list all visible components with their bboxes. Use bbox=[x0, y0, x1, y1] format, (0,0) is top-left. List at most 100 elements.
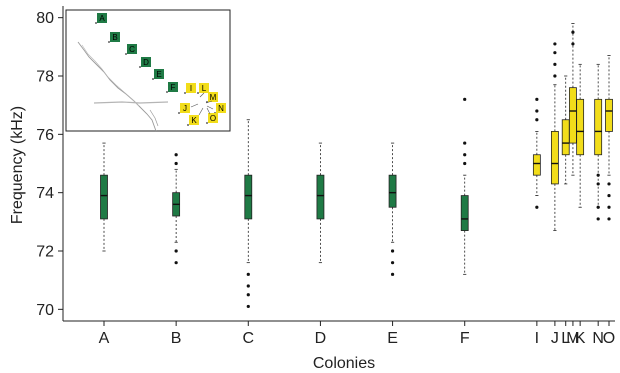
map-marker-label: C bbox=[129, 45, 135, 54]
map-marker-b: B bbox=[108, 32, 120, 43]
map-marker-box bbox=[208, 113, 218, 123]
x-tick-label: E bbox=[387, 330, 398, 347]
map-marker-box bbox=[186, 83, 196, 93]
outlier-point bbox=[463, 161, 467, 166]
x-tick-label: J bbox=[551, 330, 559, 347]
map-marker-label: O bbox=[210, 114, 216, 123]
box-o bbox=[605, 55, 613, 221]
box-d bbox=[316, 142, 325, 264]
map-marker-l: L bbox=[197, 83, 209, 94]
box-b bbox=[172, 153, 181, 265]
site-dot bbox=[206, 122, 208, 124]
map-marker-box bbox=[189, 115, 199, 125]
outlier-point bbox=[596, 205, 600, 209]
x-tick-label: O bbox=[603, 330, 615, 347]
box-body bbox=[550, 131, 559, 185]
outlier-point bbox=[463, 97, 467, 101]
site-dot bbox=[139, 66, 141, 68]
box-j bbox=[550, 42, 559, 231]
outlier-point bbox=[535, 97, 539, 101]
outlier-point bbox=[390, 272, 395, 276]
x-tick-label: F bbox=[460, 330, 470, 347]
map-marker-label: D bbox=[143, 58, 149, 67]
map-marker-box bbox=[216, 103, 226, 113]
map-marker-a: A bbox=[95, 13, 107, 24]
x-tick-label: C bbox=[243, 330, 255, 347]
box-body bbox=[532, 154, 541, 176]
outlier-point bbox=[607, 193, 611, 198]
map-marker-label: B bbox=[112, 33, 117, 42]
map-marker-label: J bbox=[183, 104, 187, 113]
outlier-point bbox=[463, 141, 467, 145]
inset-map: A B CDE F I LM J N K O bbox=[65, 9, 231, 132]
box-l bbox=[561, 75, 570, 185]
map-marker-box bbox=[127, 44, 137, 54]
outlier-point bbox=[596, 182, 600, 186]
map-marker-o: O bbox=[206, 113, 218, 124]
y-tick-label: 74 bbox=[36, 185, 54, 202]
x-axis-title: Colonies bbox=[313, 355, 375, 372]
site-dot bbox=[197, 92, 199, 94]
box-body bbox=[605, 98, 613, 132]
map-connector bbox=[206, 105, 214, 110]
map-connector bbox=[205, 100, 213, 104]
outlier-point bbox=[535, 109, 539, 113]
outlier-point bbox=[535, 205, 539, 209]
outlier-point bbox=[596, 173, 600, 177]
map-connector bbox=[206, 107, 211, 115]
y-axis-title: Frequency (kHz) bbox=[9, 106, 26, 224]
x-tick-label: K bbox=[575, 330, 586, 347]
x-tick-label: N bbox=[592, 330, 604, 347]
y-tick-label: 76 bbox=[36, 127, 54, 144]
x-tick-label: L bbox=[561, 330, 570, 347]
outlier-point bbox=[246, 293, 250, 297]
map-marker-label: K bbox=[191, 116, 197, 125]
y-tick-label: 72 bbox=[36, 244, 54, 261]
box-i bbox=[532, 97, 541, 209]
outlier-point bbox=[390, 261, 395, 265]
map-marker-label: N bbox=[218, 104, 224, 113]
x-tick-label: M bbox=[566, 330, 579, 347]
map-marker-e: E bbox=[152, 69, 164, 80]
map-marker-box bbox=[110, 32, 120, 42]
site-dot bbox=[184, 92, 186, 94]
outlier-point bbox=[390, 249, 395, 253]
outlier-point bbox=[174, 261, 178, 265]
map-marker-box bbox=[180, 103, 190, 113]
axes: Colonies Frequency (kHz) 70 72 74 76 78 80 A B C… bbox=[9, 6, 615, 372]
box-a bbox=[100, 142, 108, 252]
outlier-point bbox=[571, 30, 575, 34]
outlier-point bbox=[174, 153, 178, 157]
site-dot bbox=[95, 22, 97, 24]
outlier-point bbox=[535, 118, 539, 122]
site-dot bbox=[178, 112, 180, 114]
map-marker-label: M bbox=[210, 93, 217, 102]
y-tick-label: 78 bbox=[36, 69, 54, 86]
map-marker-label: E bbox=[156, 70, 161, 79]
box-body bbox=[316, 174, 325, 220]
coastline-inner bbox=[81, 44, 140, 107]
map-marker-label: A bbox=[99, 14, 105, 23]
map-marker-box bbox=[208, 92, 218, 102]
site-dot bbox=[108, 41, 110, 43]
river bbox=[93, 101, 169, 104]
box-body bbox=[561, 119, 570, 156]
map-marker-label: F bbox=[171, 83, 176, 92]
map-marker-label: I bbox=[190, 84, 192, 93]
map-marker-d: D bbox=[139, 57, 151, 68]
outlier-point bbox=[553, 62, 557, 66]
outlier-point bbox=[607, 205, 611, 209]
outlier-point bbox=[463, 153, 467, 157]
map-marker-box bbox=[97, 13, 107, 23]
map-marker-j: J bbox=[178, 103, 190, 114]
y-tick-label: 80 bbox=[36, 10, 54, 27]
map-marker-box bbox=[141, 57, 151, 67]
outlier-point bbox=[553, 74, 557, 78]
map-marker-box bbox=[154, 69, 164, 79]
coastline bbox=[77, 41, 157, 132]
map-marker-label: L bbox=[202, 84, 207, 93]
map-connector bbox=[198, 107, 204, 116]
box-body bbox=[576, 98, 585, 156]
outlier-point bbox=[596, 217, 600, 221]
